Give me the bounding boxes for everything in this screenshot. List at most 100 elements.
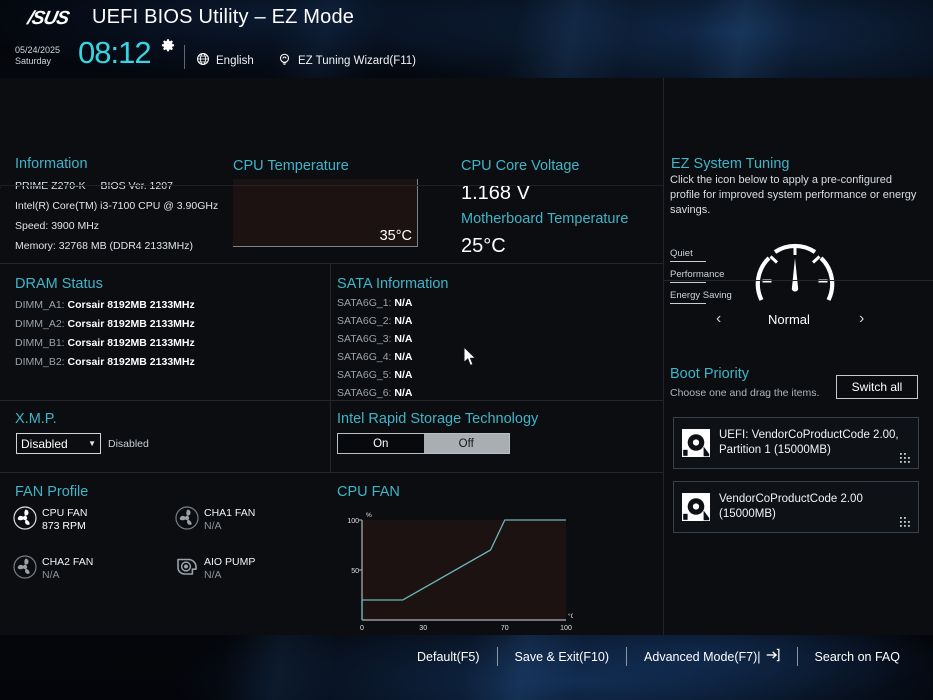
boot-item-label-1: VendorCoProductCode 2.00 (15000MB) [719, 493, 863, 520]
ez-tuning-wizard-button[interactable]: EZ Tuning Wizard(F11) [277, 52, 416, 70]
sata-row-5: SATA6G_6: N/A [337, 387, 412, 399]
xmp-select[interactable]: Disabled ▼ [16, 433, 101, 454]
weekday-value: Saturday [15, 56, 52, 66]
default-f5-button[interactable]: Default(F5) [400, 650, 497, 664]
sata-information-title: SATA Information [337, 276, 449, 292]
mouse-cursor [463, 345, 478, 368]
fan-item-cha2-fan[interactable]: CHA2 FAN N/A [13, 555, 93, 581]
cpu-temperature-value: 35°C [379, 228, 412, 244]
sata-row-4: SATA6G_5: N/A [337, 369, 412, 381]
fan-item-cha1-fan[interactable]: CHA1 FAN N/A [175, 506, 255, 532]
footer-background [0, 635, 933, 700]
clock-display: 08:12 [78, 35, 152, 70]
sata-value-5: N/A [394, 387, 413, 399]
divider-right-1 [663, 280, 933, 281]
dram-label-2: DIMM_B1: [15, 337, 65, 349]
fan-profile-title: FAN Profile [15, 484, 89, 500]
default-label: Default(F5) [417, 649, 480, 664]
xmp-note: Disabled [108, 438, 149, 450]
cpu-fan-chart-title: CPU FAN [337, 484, 400, 500]
fan-text-cha1: CHA1 FAN N/A [204, 506, 255, 532]
search-on-faq-button[interactable]: Search on FAQ [798, 650, 917, 664]
gauge-icon[interactable] [755, 238, 835, 310]
pump-icon [175, 555, 199, 579]
left-column: Information PRIME Z270-K BIOS Ver. 1207 … [0, 78, 663, 686]
switch-all-button[interactable]: Switch all [836, 375, 918, 399]
chevron-right-icon: › [859, 310, 865, 327]
irst-off-option[interactable]: Off [423, 434, 509, 453]
sata-value-0: N/A [394, 297, 413, 309]
asus-logo: /SUS [25, 7, 71, 29]
fan-name-cha2: CHA2 FAN [42, 556, 94, 568]
profile-underline-performance [670, 282, 706, 283]
save-exit-f10-button[interactable]: Save & Exit(F10) [498, 650, 626, 664]
save-exit-label: Save & Exit(F10) [514, 649, 610, 664]
sata-label-5: SATA6G_6: [337, 387, 392, 399]
sata-row-0: SATA6G_1: N/A [337, 297, 412, 309]
fan-value-cha1: N/A [204, 519, 222, 532]
sata-label-1: SATA6G_2: [337, 315, 392, 327]
divider-vertical-2 [330, 401, 331, 472]
fan-name-cha1: CHA1 FAN [204, 507, 256, 519]
cpu-model: Intel(R) Core(TM) i3-7100 CPU @ 3.90GHz [15, 200, 219, 212]
profile-label-quiet[interactable]: Quiet [670, 248, 693, 259]
header-bar: /SUS UEFI BIOS Utility – EZ Mode 05/24/2… [0, 0, 933, 78]
profile-label-performance[interactable]: Performance [670, 269, 725, 280]
tuning-next-button[interactable]: › [859, 310, 864, 328]
irst-title: Intel Rapid Storage Technology [337, 411, 539, 427]
fan-text-cha2: CHA2 FAN N/A [42, 555, 93, 581]
advanced-mode-f7-button[interactable]: Advanced Mode(F7)| [627, 648, 797, 665]
drag-handle-1[interactable] [899, 515, 911, 527]
fan-item-aio-pump[interactable]: AIO PUMP N/A [175, 555, 255, 581]
dram-row-3: DIMM_B2: Corsair 8192MB 2133MHz [15, 356, 195, 368]
boot-priority-hint: Choose one and drag the items. [670, 387, 820, 399]
ez-system-tuning-title: EZ System Tuning [671, 156, 790, 172]
irst-on-option[interactable]: On [338, 434, 424, 453]
chevron-left-icon: ‹ [716, 310, 722, 327]
fan-value-cpu: 873 RPM [42, 519, 86, 532]
cpu-temperature-graph: 35°C [233, 179, 418, 247]
lightbulb-icon [277, 52, 292, 70]
boot-priority-title: Boot Priority [670, 366, 749, 382]
boot-item-label-0: UEFI: VendorCoProductCode 2.00, Partitio… [719, 429, 899, 456]
svg-text:30: 30 [419, 625, 427, 632]
boot-item-0[interactable]: UEFI: VendorCoProductCode 2.00, Partitio… [673, 417, 919, 469]
footer-bar: Default(F5) Save & Exit(F10) Advanced Mo… [0, 635, 933, 700]
language-selector[interactable]: English [196, 52, 254, 69]
motherboard-temperature-title: Motherboard Temperature [461, 211, 629, 227]
hard-disk-icon [682, 429, 710, 457]
memory-size: Memory: 32768 MB (DDR4 2133MHz) [15, 240, 193, 252]
cpu-core-voltage-title: CPU Core Voltage [461, 158, 580, 174]
divider-2 [0, 400, 663, 401]
dram-row-1: DIMM_A2: Corsair 8192MB 2133MHz [15, 318, 195, 330]
dram-value-0: Corsair 8192MB 2133MHz [67, 299, 195, 311]
drag-handle-0[interactable] [899, 451, 911, 463]
svg-text:100: 100 [348, 518, 359, 525]
globe-icon [196, 52, 210, 69]
sata-row-2: SATA6G_3: N/A [337, 333, 412, 345]
dram-value-2: Corsair 8192MB 2133MHz [67, 337, 195, 349]
cpu-speed: Speed: 3900 MHz [15, 220, 100, 232]
xmp-selected-value: Disabled [21, 436, 68, 451]
svg-text:°C: °C [568, 612, 573, 620]
svg-text:50: 50 [351, 568, 359, 575]
fan-item-cpu-fan[interactable]: CPU FAN 873 RPM [13, 506, 88, 532]
search-faq-label: Search on FAQ [814, 649, 900, 664]
dram-status-title: DRAM Status [15, 276, 103, 292]
date-display: 05/24/2025 Saturday [15, 45, 60, 67]
profile-label-energy-saving[interactable]: Energy Saving [670, 290, 732, 301]
sata-value-1: N/A [394, 315, 413, 327]
irst-toggle[interactable]: On Off [337, 433, 510, 454]
fan-text-aio: AIO PUMP N/A [204, 555, 255, 581]
gear-icon[interactable] [160, 38, 176, 54]
fan-value-aio: N/A [204, 568, 222, 581]
dram-row-2: DIMM_B1: Corsair 8192MB 2133MHz [15, 337, 195, 349]
tuning-prev-button[interactable]: ‹ [716, 310, 721, 328]
divider-3 [0, 472, 663, 473]
tuning-mode-value: Normal [768, 312, 810, 327]
fan-icon [175, 506, 199, 530]
page-title: UEFI BIOS Utility – EZ Mode [92, 6, 355, 28]
dram-label-1: DIMM_A2: [15, 318, 65, 330]
boot-item-1[interactable]: VendorCoProductCode 2.00 (15000MB) [673, 481, 919, 533]
fan-text-cpu: CPU FAN 873 RPM [42, 506, 88, 532]
